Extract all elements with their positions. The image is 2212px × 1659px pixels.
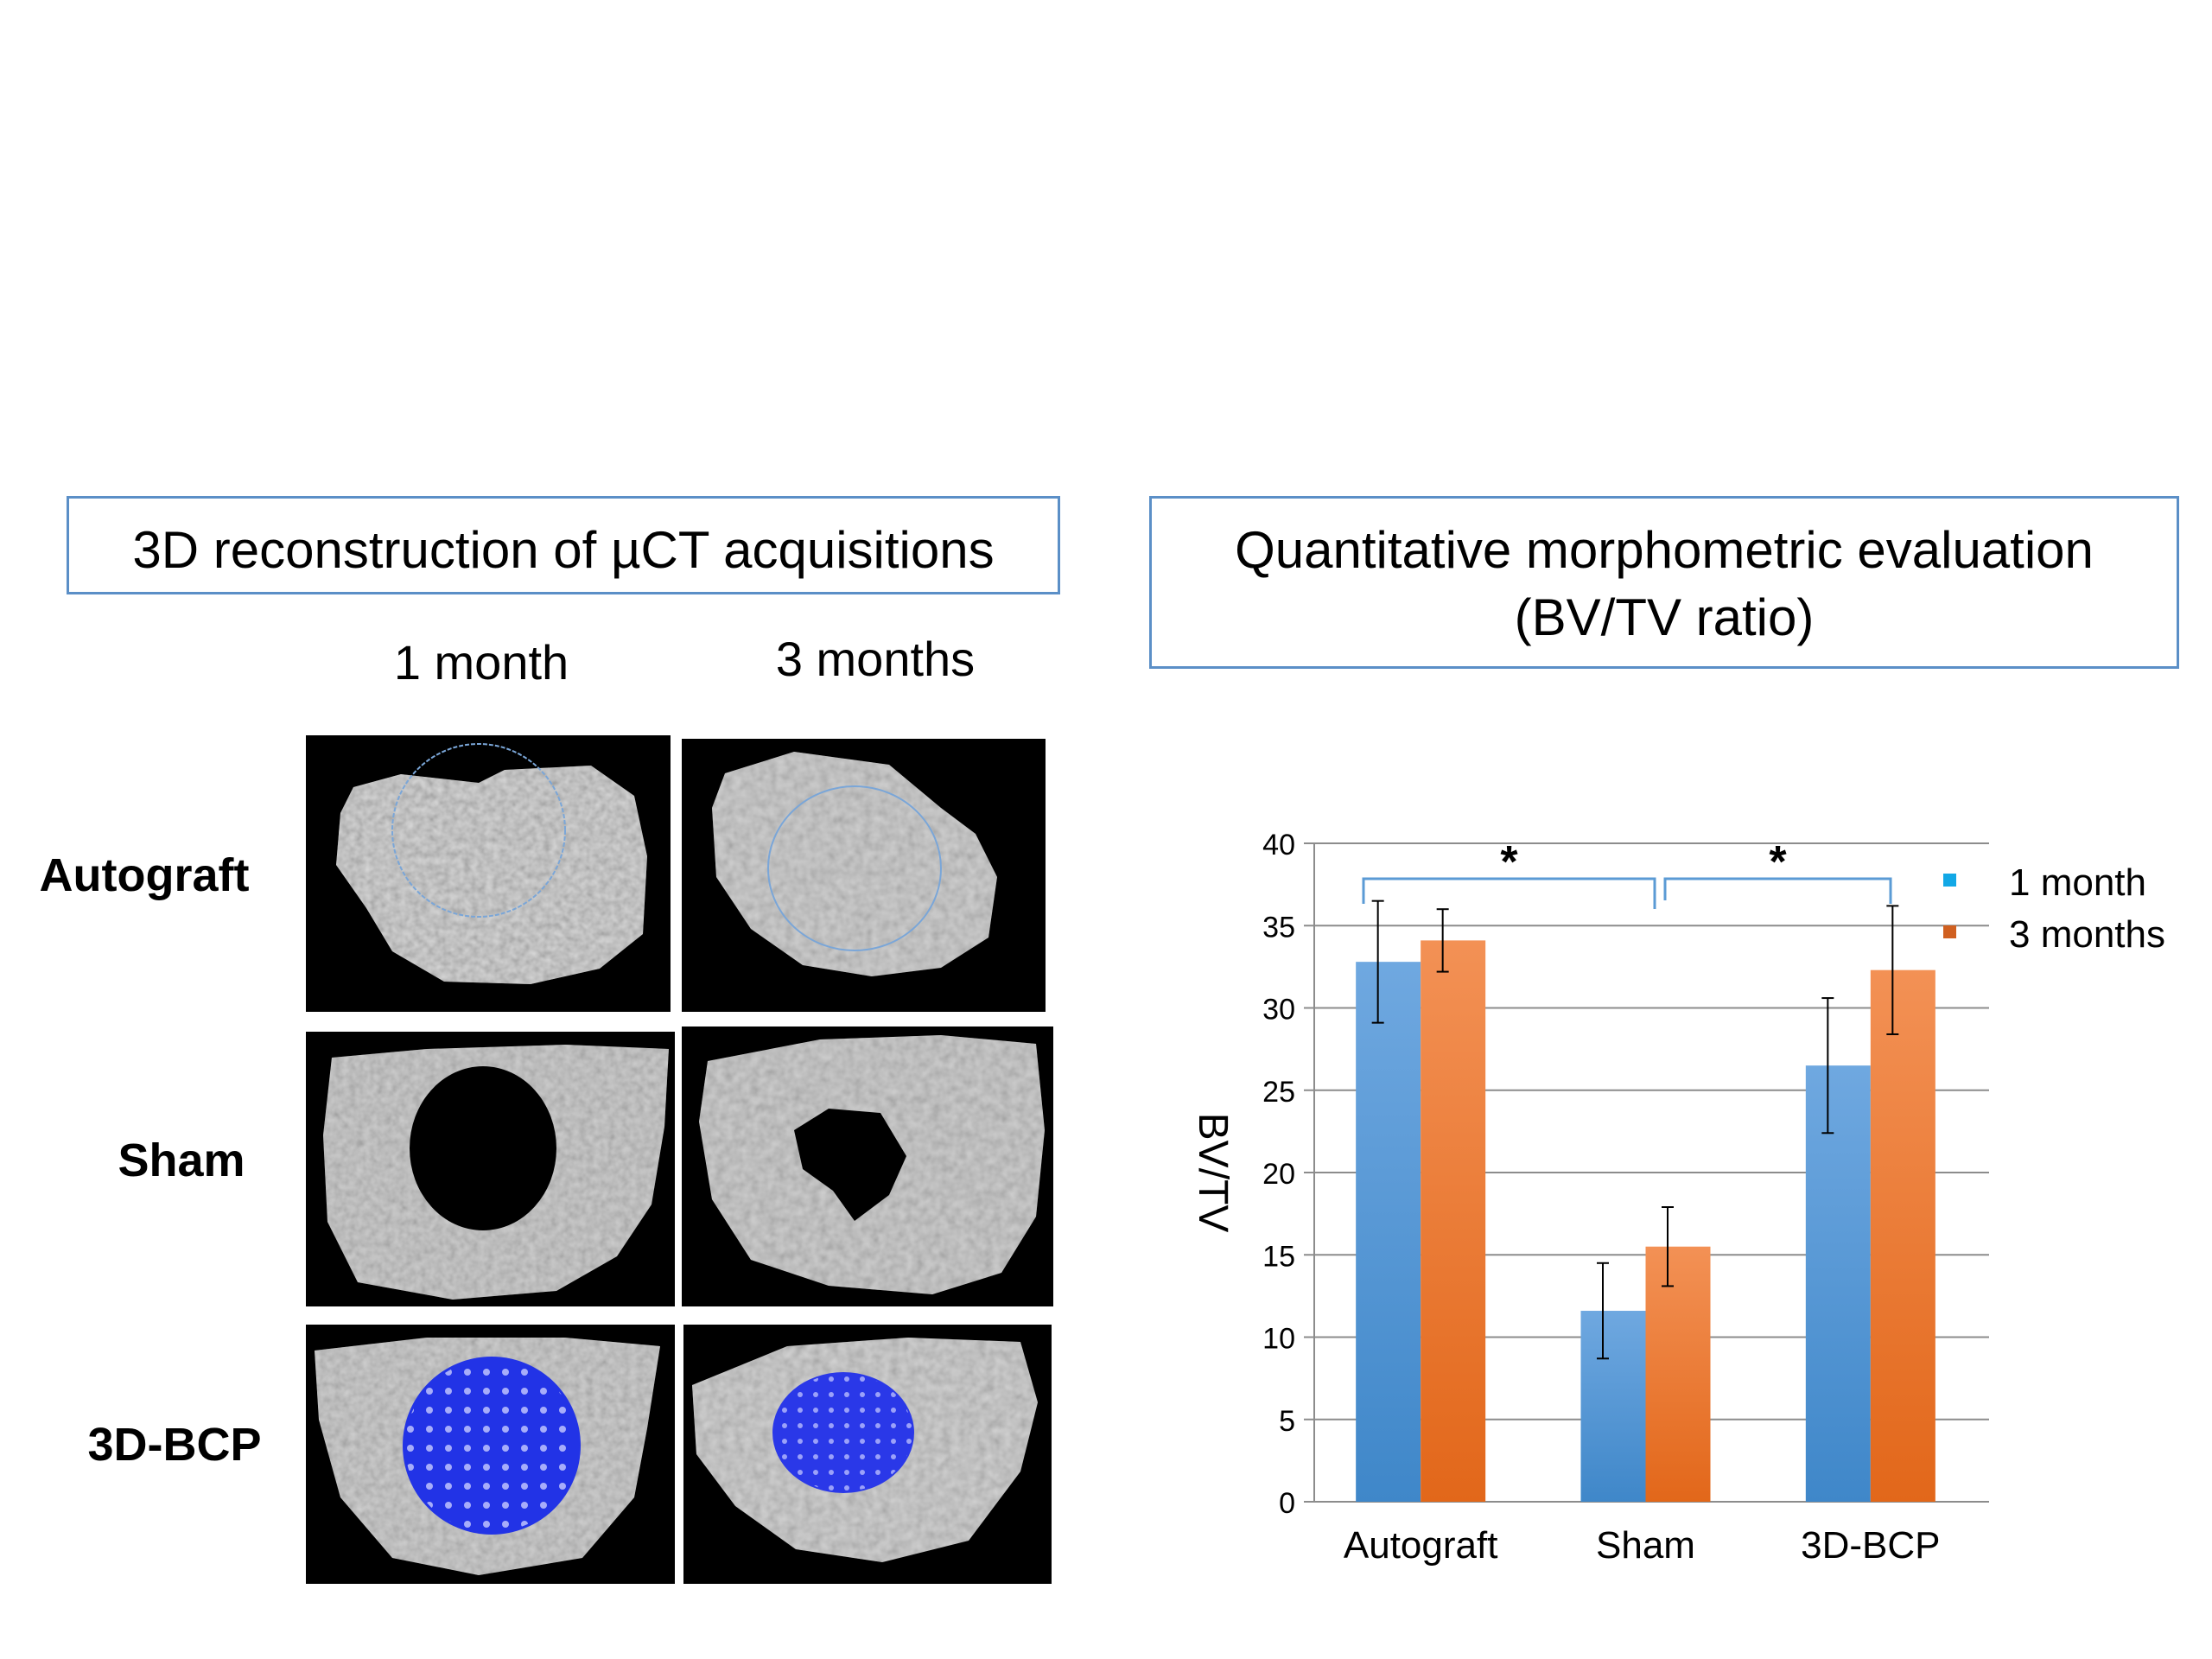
significance-bracket xyxy=(1663,877,1892,904)
legend-swatch-3-months xyxy=(1943,925,1956,938)
y-axis-label: BV/TV xyxy=(1190,1113,1236,1233)
significance-asterisk: * xyxy=(1769,837,1787,887)
scan-3d-bcp-3-months xyxy=(683,1325,1052,1584)
scan-autograft-1-month xyxy=(306,735,671,1012)
left-panel-title: 3D reconstruction of µCT acquisitions xyxy=(132,521,995,579)
significance-asterisk: * xyxy=(1500,837,1518,887)
y-tick-label: 40 xyxy=(1262,829,1295,861)
scan-3d-bcp-1-month xyxy=(306,1325,675,1584)
y-tick-label: 5 xyxy=(1279,1405,1295,1438)
y-tick-label: 35 xyxy=(1262,911,1295,944)
x-category-label: Sham xyxy=(1596,1524,1695,1567)
column-label-3-months: 3 months xyxy=(775,632,976,686)
y-tick-label: 20 xyxy=(1262,1158,1295,1191)
bar-autograft-3-months xyxy=(1421,940,1486,1502)
y-tick-label: 30 xyxy=(1262,994,1295,1027)
x-category-label: Autograft xyxy=(1344,1524,1498,1567)
scan-sham-1-month xyxy=(306,1032,675,1306)
y-tick-label: 25 xyxy=(1262,1076,1295,1109)
bar-3d-bcp-3-months xyxy=(1870,969,1936,1502)
left-title-box: 3D reconstruction of µCT acquisitions xyxy=(67,496,1060,594)
column-label-1-month: 1 month xyxy=(393,635,569,690)
row-label-sham: Sham xyxy=(118,1135,245,1186)
right-panel-title-line1: Quantitative morphometric evaluation xyxy=(1235,521,2094,579)
bar-sham-1-month xyxy=(1580,1311,1646,1502)
significance-bracket xyxy=(1362,877,1656,909)
bar-autograft-1-month xyxy=(1356,962,1421,1502)
row-label-autograft: Autograft xyxy=(39,849,250,901)
legend-label: 1 month xyxy=(2009,861,2146,904)
right-panel-title-line2: (BV/TV ratio) xyxy=(1514,588,1815,646)
legend-label: 3 months xyxy=(2009,913,2165,956)
bar-sham-3-months xyxy=(1645,1246,1711,1502)
y-tick-label: 10 xyxy=(1262,1323,1295,1356)
legend-swatch-1-month xyxy=(1943,874,1956,887)
y-tick-label: 15 xyxy=(1262,1240,1295,1273)
right-title-box: Quantitative morphometric evaluation (BV… xyxy=(1149,496,2179,669)
scan-sham-3-months xyxy=(682,1027,1053,1306)
x-category-label: 3D-BCP xyxy=(1801,1524,1940,1567)
scan-autograft-3-months xyxy=(682,739,1046,1012)
row-label-3d-bcp: 3D-BCP xyxy=(87,1419,262,1471)
bar-3d-bcp-1-month xyxy=(1805,1065,1871,1502)
y-tick-label: 0 xyxy=(1279,1487,1295,1520)
